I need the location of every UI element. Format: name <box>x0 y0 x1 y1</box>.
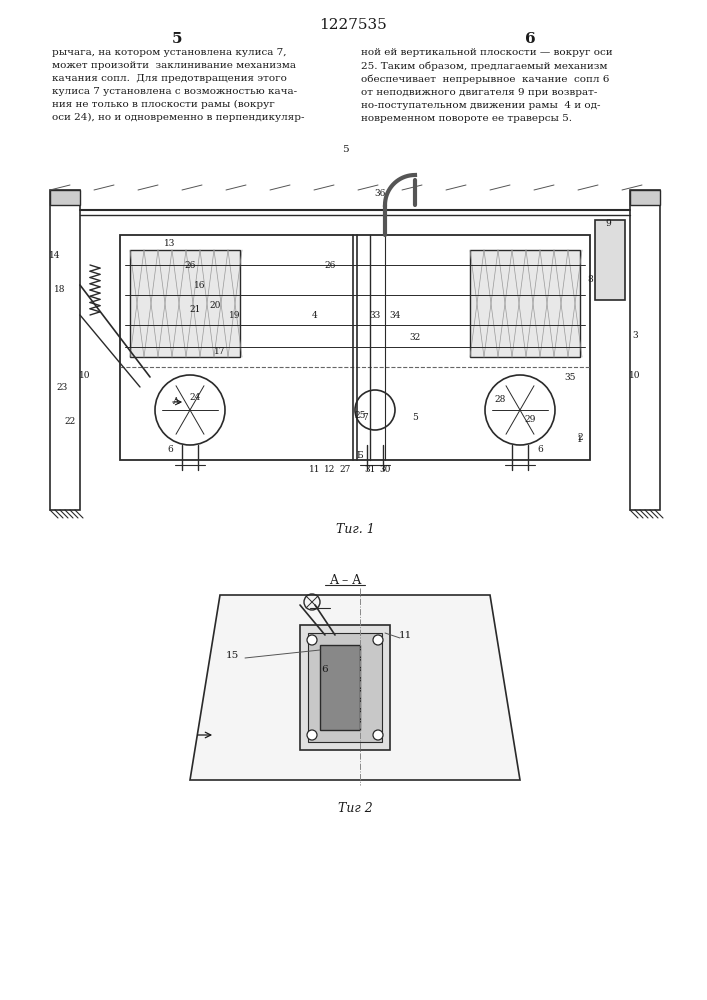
Text: 2: 2 <box>577 432 583 442</box>
Bar <box>300 625 390 750</box>
Text: 10: 10 <box>79 370 90 379</box>
Text: рычага, на котором установлена кулиса 7,
может произойти  заклинивание механизма: рычага, на котором установлена кулиса 7,… <box>52 48 305 122</box>
Bar <box>630 190 660 510</box>
Text: 20: 20 <box>209 300 221 310</box>
Circle shape <box>373 730 383 740</box>
Bar <box>308 633 382 742</box>
Text: 28: 28 <box>494 395 506 404</box>
Text: 36: 36 <box>374 188 386 198</box>
Text: 11: 11 <box>398 631 411 640</box>
Text: 5: 5 <box>412 412 418 422</box>
Text: 23: 23 <box>57 382 68 391</box>
Bar <box>130 250 240 357</box>
Text: 16: 16 <box>194 280 206 290</box>
Text: 6: 6 <box>525 32 536 46</box>
Bar <box>470 250 580 357</box>
Text: 26: 26 <box>185 260 196 269</box>
Text: 27: 27 <box>339 466 351 475</box>
Text: 13: 13 <box>164 238 175 247</box>
Text: 30: 30 <box>380 466 391 475</box>
Bar <box>630 190 660 205</box>
Text: 32: 32 <box>409 332 421 342</box>
Bar <box>50 190 80 205</box>
Text: Τиг. 1: Τиг. 1 <box>336 523 375 536</box>
Text: 19: 19 <box>229 310 241 320</box>
Text: 7: 7 <box>362 412 368 422</box>
Text: 31: 31 <box>364 466 375 475</box>
Text: 8: 8 <box>587 275 593 284</box>
Text: 35: 35 <box>564 372 575 381</box>
Text: 21: 21 <box>189 306 201 314</box>
Text: 34: 34 <box>390 310 401 320</box>
Text: 25: 25 <box>354 410 366 420</box>
Text: Τиг 2: Τиг 2 <box>338 802 373 815</box>
Text: 3: 3 <box>632 330 638 340</box>
Text: A: A <box>172 397 178 406</box>
Bar <box>120 235 590 460</box>
Text: 1: 1 <box>577 436 583 444</box>
Polygon shape <box>190 595 520 780</box>
Text: 15: 15 <box>226 650 239 660</box>
Text: 24: 24 <box>189 392 201 401</box>
Text: 5: 5 <box>172 32 182 46</box>
Text: 12: 12 <box>325 466 336 475</box>
Text: A – A: A – A <box>329 574 361 586</box>
Text: 6: 6 <box>167 446 173 454</box>
Circle shape <box>307 635 317 645</box>
Circle shape <box>373 635 383 645</box>
Text: 1227535: 1227535 <box>320 18 387 32</box>
Text: 22: 22 <box>64 418 76 426</box>
Text: ной ей вертикальной плоскости — вокруг оси
25. Таким образом, предлагаемый механ: ной ей вертикальной плоскости — вокруг о… <box>361 48 613 123</box>
Text: 11: 11 <box>309 466 321 475</box>
Text: 33: 33 <box>369 310 380 320</box>
Text: 29: 29 <box>525 416 536 424</box>
Text: 9: 9 <box>605 219 611 228</box>
Text: 4: 4 <box>312 310 318 320</box>
Text: 18: 18 <box>54 286 66 294</box>
Bar <box>595 220 625 300</box>
Text: 6: 6 <box>322 666 328 674</box>
Text: 6: 6 <box>537 446 543 454</box>
Circle shape <box>307 730 317 740</box>
Text: Б: Б <box>357 450 363 460</box>
Text: 5: 5 <box>342 145 349 154</box>
Text: 26: 26 <box>325 260 336 269</box>
Bar <box>50 190 80 510</box>
Text: 10: 10 <box>629 370 641 379</box>
Text: 17: 17 <box>214 348 226 357</box>
Text: 14: 14 <box>49 250 61 259</box>
Bar <box>320 645 360 730</box>
